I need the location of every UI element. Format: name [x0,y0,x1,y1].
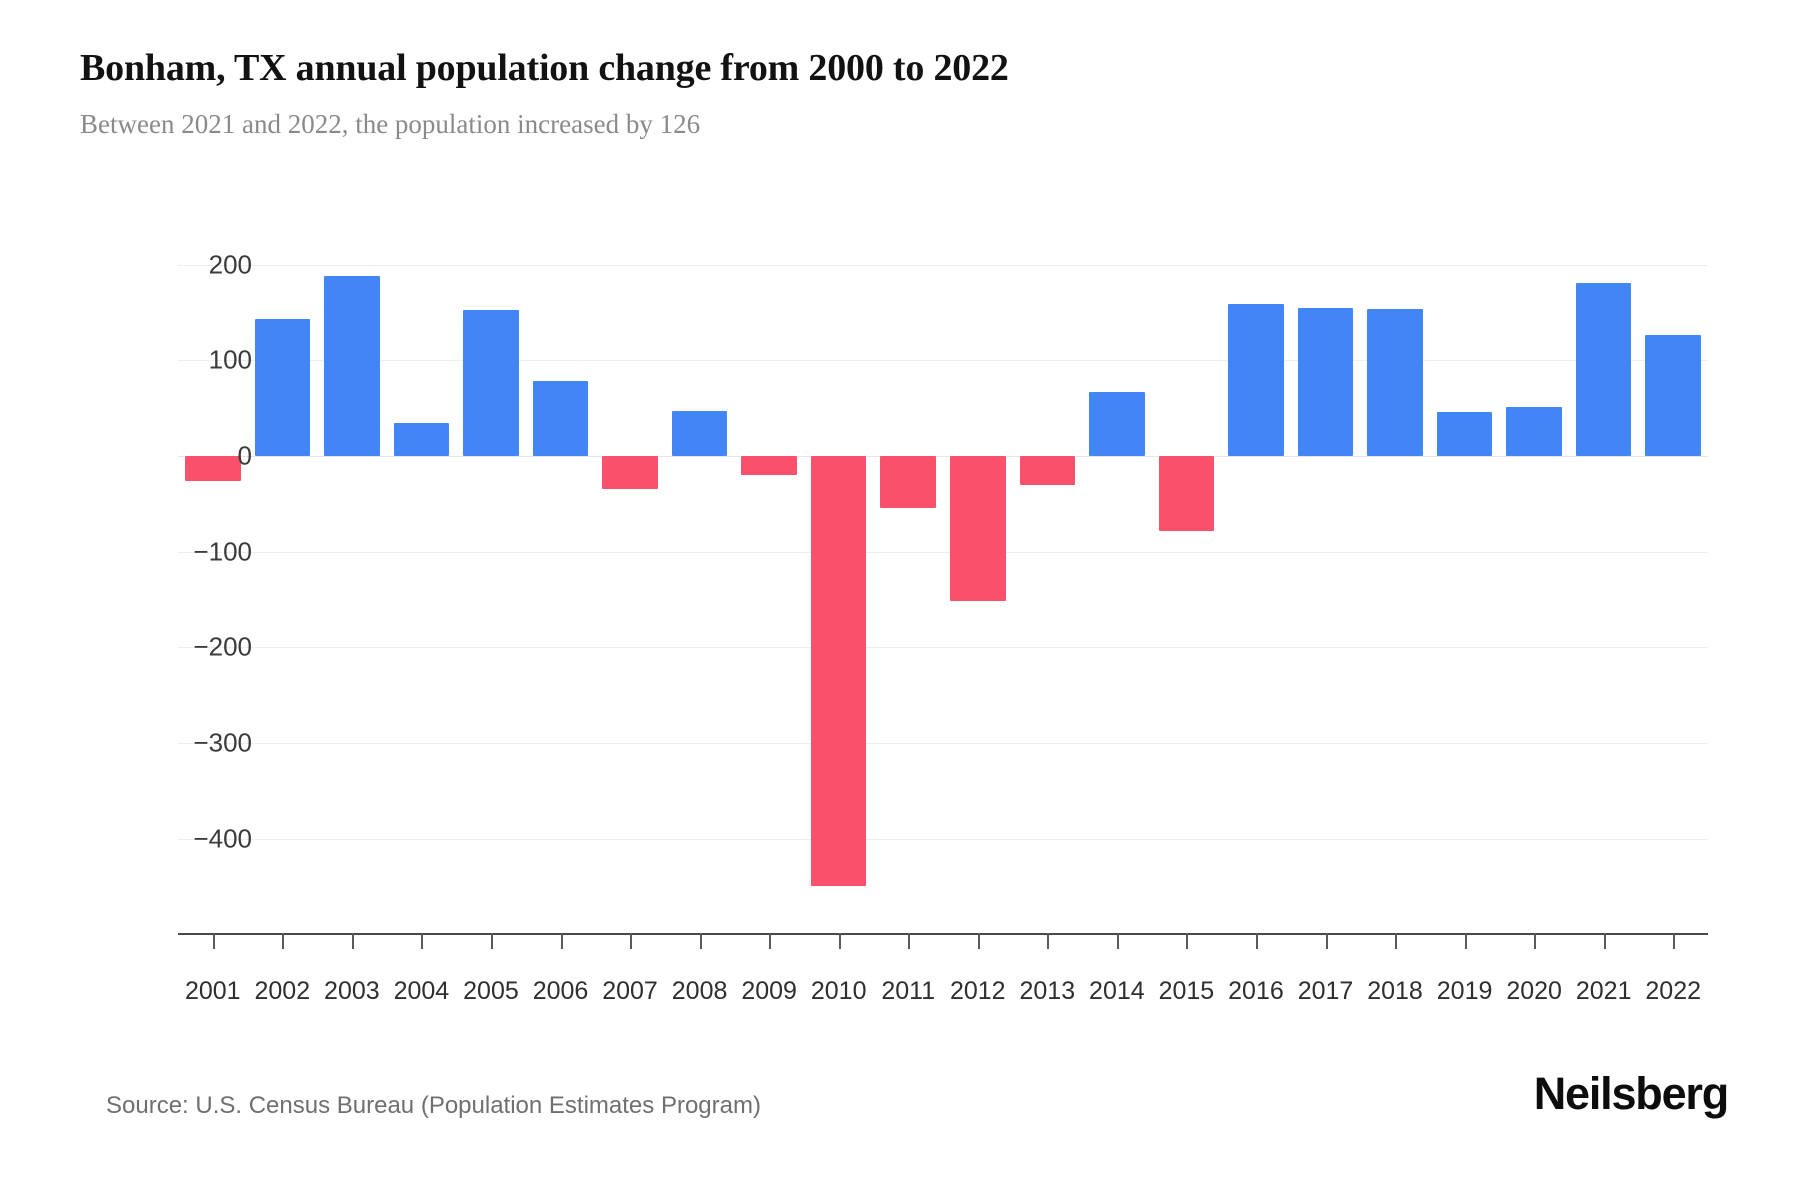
bar-2003[interactable] [324,276,380,456]
x-axis-tick [1325,933,1328,949]
x-axis-tick [1186,933,1189,949]
page-title: Bonham, TX annual population change from… [80,47,1009,89]
x-axis-tick [1673,933,1676,949]
x-axis-tick-label-2011: 2011 [881,977,936,1005]
x-axis-tick [351,933,354,949]
x-axis-tick-label-2021: 2021 [1575,977,1632,1005]
x-axis-line [178,933,1708,935]
plot-canvas [178,236,1708,896]
x-axis-tick-label-2006: 2006 [532,977,589,1005]
x-axis-tick [838,933,841,949]
x-axis-tick [1464,933,1467,949]
bar-2019[interactable] [1436,412,1493,456]
gridline [178,264,1708,266]
x-axis-tick [1255,933,1258,949]
bar-2016[interactable] [1228,303,1284,456]
bar-2008[interactable] [671,411,728,456]
chart-header: Bonham, TX annual population change from… [80,46,1720,140]
x-axis-tick [1534,933,1537,949]
x-axis-tick [977,933,980,949]
x-axis-tick-label-2009: 2009 [741,977,797,1005]
x-axis-tick-label-2014: 2014 [1089,977,1145,1005]
x-axis-tick [560,933,563,949]
y-axis-tick-label: 200 [208,249,252,280]
y-axis-tick-label: 100 [208,344,252,375]
x-axis-tick [1116,933,1119,949]
x-axis-tick-label-2020: 2020 [1506,977,1562,1005]
gridline [178,551,1708,553]
bar-2015[interactable] [1158,456,1215,531]
gridline [178,838,1708,840]
bar-2018[interactable] [1367,308,1423,456]
gridline [178,742,1708,744]
bars-group [178,236,1708,896]
bar-2014[interactable] [1089,391,1145,456]
bar-2004[interactable] [393,422,450,456]
chart-subtitle: Between 2021 and 2022, the population in… [80,108,701,139]
x-axis-tick [421,933,424,949]
bar-2007[interactable] [602,456,658,489]
bar-2022[interactable] [1645,335,1702,456]
x-axis-tick [1395,933,1398,949]
x-axis-tick-label-2017: 2017 [1297,977,1354,1005]
x-axis-tick [490,933,493,949]
x-axis-tick [282,933,285,949]
bar-2010[interactable] [810,456,867,887]
y-axis-tick-label: −400 [193,823,252,854]
x-axis-tick-label-2001: 2001 [184,977,241,1005]
bar-2021[interactable] [1575,282,1632,456]
x-axis-tick-label-2010: 2010 [810,977,867,1005]
x-axis-tick [699,933,702,949]
bar-2009[interactable] [741,456,797,476]
y-axis-tick-label: −100 [193,536,252,567]
x-axis-tick-label-2013: 2013 [1019,977,1076,1005]
bar-2012[interactable] [949,456,1006,602]
x-axis-tick [212,933,215,949]
x-axis-tick-label-2022: 2022 [1645,977,1702,1005]
x-axis-tick-label-2007: 2007 [602,977,658,1005]
bar-2013[interactable] [1019,456,1076,485]
x-axis-tick-label-2005: 2005 [463,977,519,1005]
y-axis-tick-label: −200 [193,631,252,662]
bar-2020[interactable] [1506,407,1562,456]
y-axis-tick-label: −300 [193,727,252,758]
x-axis-tick-label-2019: 2019 [1436,977,1493,1005]
brand-logo: Neilsberg [1533,1068,1729,1119]
bar-2006[interactable] [532,381,589,456]
bar-2002[interactable] [254,319,311,456]
gridline [178,360,1708,362]
source-note: Source: U.S. Census Bureau (Population E… [106,1092,761,1119]
x-axis-tick-label-2003: 2003 [324,977,380,1005]
x-axis-tick [630,933,633,949]
x-axis-tick-label-2002: 2002 [254,977,311,1005]
y-axis-tick-label: 0 [237,440,252,471]
gridline [178,647,1708,649]
x-axis-tick-label-2008: 2008 [671,977,728,1005]
zero-line [178,456,1708,457]
bar-2017[interactable] [1297,307,1354,456]
x-axis-tick-label-2012: 2012 [949,977,1006,1005]
x-axis-tick-label-2015: 2015 [1158,977,1215,1005]
x-axis-tick [908,933,911,949]
x-axis-tick [1047,933,1050,949]
x-axis-tick [769,933,772,949]
x-axis-tick-label-2018: 2018 [1367,977,1423,1005]
x-axis-tick [1603,933,1606,949]
bar-2011[interactable] [880,456,937,508]
x-axis-tick-label-2016: 2016 [1228,977,1284,1005]
bar-2001[interactable] [184,456,241,481]
bar-2005[interactable] [463,309,519,456]
x-axis-tick-label-2004: 2004 [393,977,450,1005]
